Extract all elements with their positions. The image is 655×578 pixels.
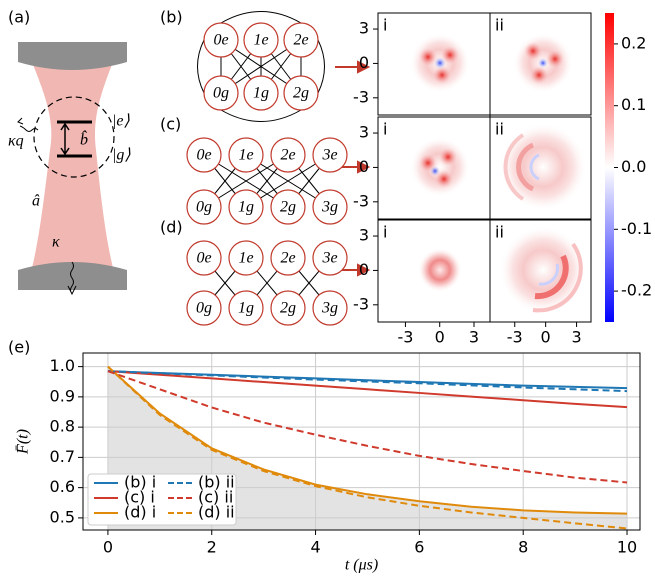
column-label: i xyxy=(383,223,387,242)
panel-label: (b) xyxy=(160,8,183,27)
operator-label: b̂ xyxy=(80,130,88,149)
x-tick-label: -3 xyxy=(397,328,413,347)
panel-label: (d) xyxy=(160,218,183,237)
operator-label: â xyxy=(32,193,40,210)
x-tick-label: 8 xyxy=(518,538,528,557)
node-label: 3g xyxy=(321,300,338,317)
node-label: 3e xyxy=(321,250,337,267)
y-tick-label: 0.5 xyxy=(50,507,75,526)
colorbar-tick-label: -0.2 xyxy=(621,281,652,300)
y-tick-label: 0.9 xyxy=(50,386,75,405)
panel-label: (c) xyxy=(160,115,181,134)
y-tick-label: 0 xyxy=(359,53,369,72)
node-label: 2g xyxy=(293,85,309,102)
column-label: ii xyxy=(495,16,504,35)
column-label: i xyxy=(383,16,387,35)
node-label: 1e xyxy=(238,250,253,267)
node-label: 2g xyxy=(280,199,296,216)
node-label: 0e xyxy=(213,32,228,49)
node-label: 2e xyxy=(293,32,308,49)
diagram-edge xyxy=(221,12,301,24)
node-label: 1e xyxy=(238,147,253,164)
y-tick-label: 0.6 xyxy=(50,477,75,496)
panel-label: (e) xyxy=(8,338,30,357)
y-tick-label: 0 xyxy=(359,260,369,279)
figure: |e⟩ |g⟩ b̂ â κ κq (a) (b) (c) (d) (e) 0e 1e 2e 0… xyxy=(0,0,655,578)
colorbar-tick-label: 0.1 xyxy=(621,95,646,114)
y-tick-label: 1.0 xyxy=(50,356,75,375)
colorbar-tick-label: 0.2 xyxy=(621,33,646,52)
y-tick-label: 3 xyxy=(359,123,369,142)
y-axis-label: F̄(t) xyxy=(15,429,32,455)
node-label: 3g xyxy=(321,199,338,216)
node-label: 2e xyxy=(280,250,295,267)
x-tick-label: 3 xyxy=(469,328,479,347)
x-axis-label: t (μs) xyxy=(345,557,378,574)
column-label: i xyxy=(383,120,387,139)
x-tick-label: 10 xyxy=(617,538,637,557)
y-tick-label: 3 xyxy=(359,19,369,38)
diagram-edge xyxy=(318,40,325,93)
y-tick-label: -3 xyxy=(353,294,369,313)
x-tick-label: 0 xyxy=(541,328,551,347)
panel-label: (a) xyxy=(8,8,30,27)
y-tick-label: 0.8 xyxy=(50,417,75,436)
legend-label: (d) i xyxy=(124,503,156,522)
node-label: 0e xyxy=(196,250,211,267)
y-tick-label: 3 xyxy=(359,226,369,245)
node-label: 1g xyxy=(238,300,254,317)
diagram-edge xyxy=(221,110,301,122)
x-tick-label: 6 xyxy=(414,538,424,557)
x-tick-label: -3 xyxy=(507,328,523,347)
node-label: 1g xyxy=(253,85,269,102)
node-label: 1g xyxy=(238,199,254,216)
node-label: 1e xyxy=(253,32,268,49)
x-tick-label: 3 xyxy=(571,328,581,347)
y-tick-label: 0 xyxy=(359,157,369,176)
loss-label: κ xyxy=(52,234,60,251)
diagram-edge xyxy=(198,40,205,93)
node-label: 0g xyxy=(213,85,229,102)
colorbar-tick-label: 0.0 xyxy=(621,157,646,176)
state-label: |e⟩ xyxy=(112,113,131,130)
legend-label: (d) ii xyxy=(198,503,235,522)
node-label: 3e xyxy=(321,147,337,164)
node-label: 0e xyxy=(196,147,211,164)
x-tick-label: 2 xyxy=(207,538,217,557)
state-label: |g⟩ xyxy=(112,147,131,164)
x-tick-label: 0 xyxy=(103,538,113,557)
colorbar-tick-label: -0.1 xyxy=(621,219,652,238)
column-label: ii xyxy=(495,223,504,242)
series-line xyxy=(108,371,627,391)
x-tick-label: 4 xyxy=(310,538,320,557)
node-label: 0g xyxy=(196,300,212,317)
node-label: 0g xyxy=(196,199,212,216)
node-label: 2e xyxy=(280,147,295,164)
column-label: ii xyxy=(495,120,504,139)
x-tick-label: 0 xyxy=(435,328,445,347)
y-tick-label: -3 xyxy=(353,191,369,210)
y-tick-label: 0.7 xyxy=(50,447,75,466)
y-tick-label: -3 xyxy=(353,87,369,106)
wigner-images xyxy=(378,13,614,322)
loss-label: κq xyxy=(8,133,24,150)
cavity-sketch xyxy=(18,42,127,294)
node-label: 2g xyxy=(280,300,296,317)
